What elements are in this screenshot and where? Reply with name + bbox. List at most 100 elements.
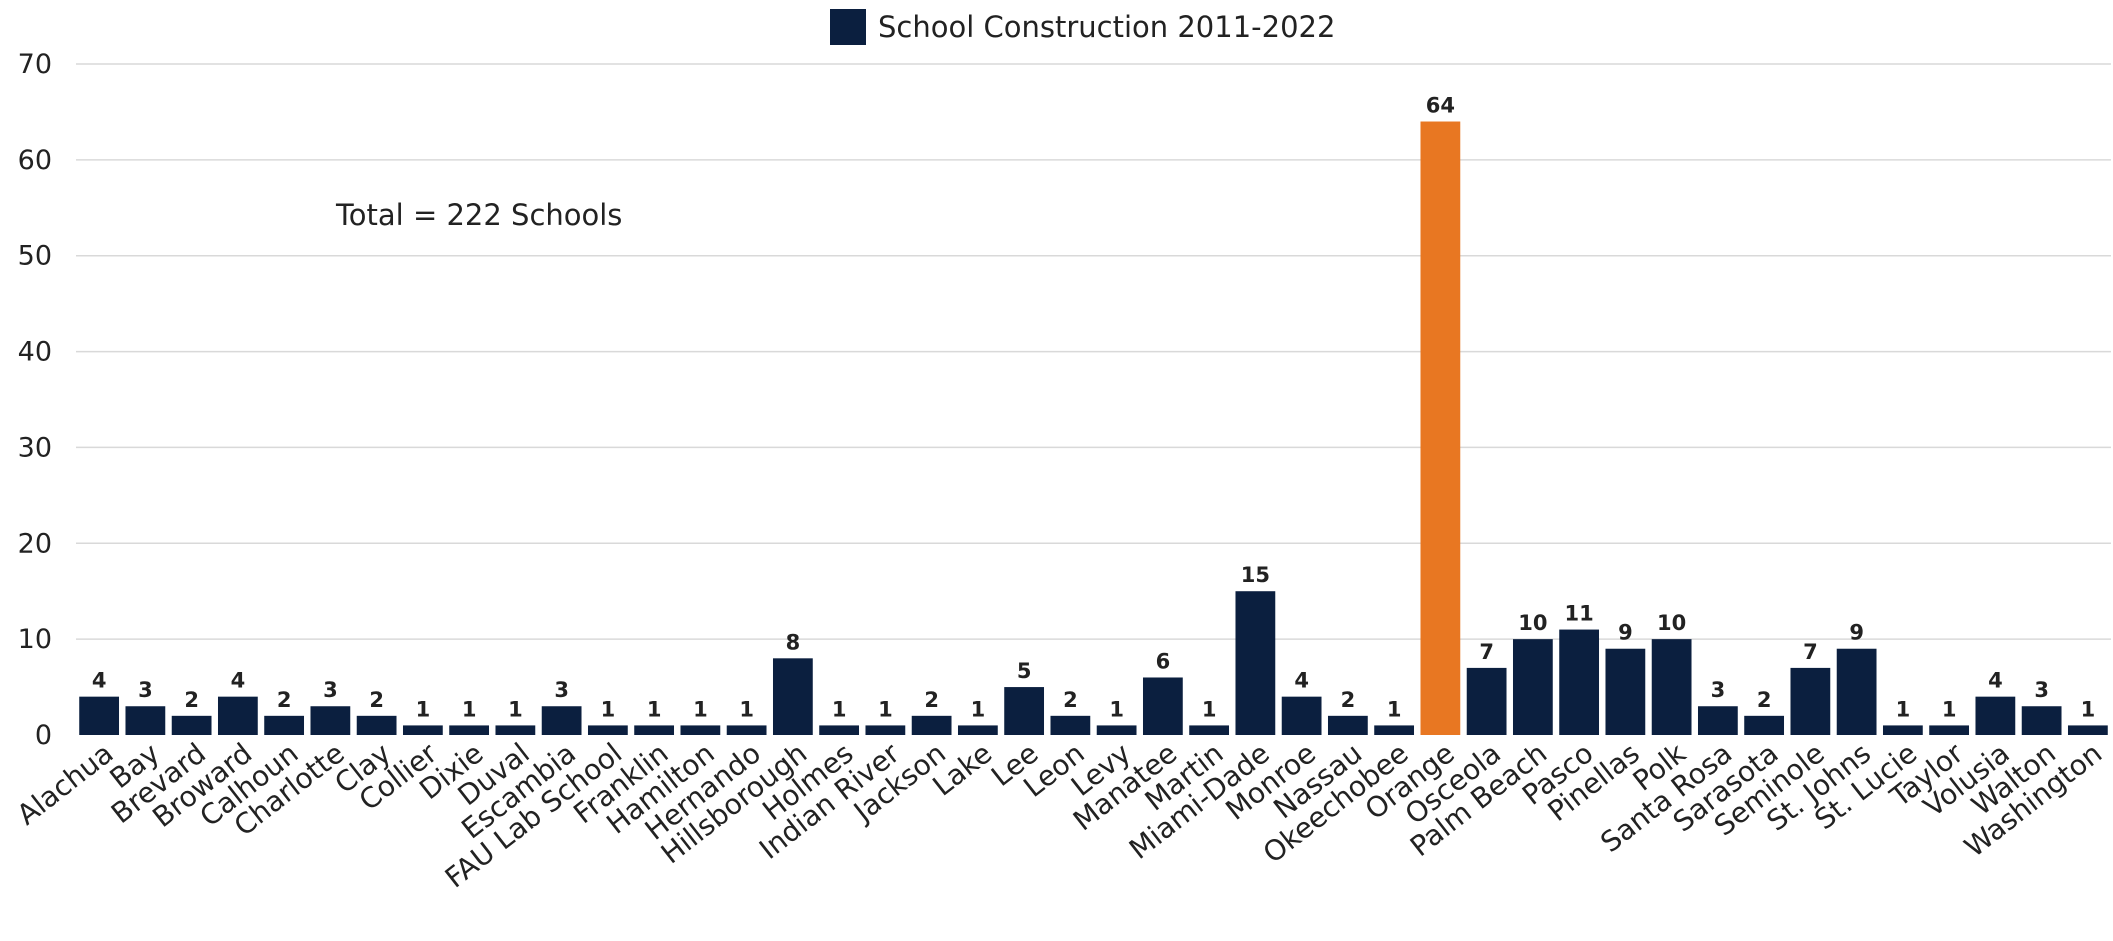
data-label: 1 (693, 697, 708, 721)
bar-alachua (79, 696, 120, 735)
bar-calhoun (264, 715, 305, 735)
x-tick-label: Alachua (11, 737, 120, 832)
bar-duval (495, 725, 536, 735)
bar-lee (1004, 687, 1045, 735)
bar-hamilton (680, 725, 721, 735)
data-label: 1 (971, 697, 986, 721)
bar-holmes (819, 725, 860, 735)
data-label: 11 (1565, 602, 1594, 626)
bar-broward (217, 696, 258, 735)
bar-sarasota (1744, 715, 1785, 735)
total-annotation: Total = 222 Schools (335, 198, 622, 232)
bar-charlotte (310, 706, 351, 735)
data-label: 2 (924, 688, 939, 712)
gridlines (76, 63, 2111, 640)
bar-volusia (1975, 696, 2016, 735)
data-label: 1 (601, 697, 616, 721)
data-label: 1 (832, 697, 847, 721)
bar-walton (2021, 706, 2062, 735)
y-tick-label: 0 (35, 720, 52, 751)
legend-swatch (830, 9, 866, 45)
bar-st-johns (1836, 648, 1877, 735)
data-label: 4 (1294, 669, 1309, 693)
bars (79, 121, 2108, 735)
data-label: 1 (2081, 697, 2096, 721)
data-label: 1 (508, 697, 523, 721)
data-label: 4 (1988, 669, 2003, 693)
bar-dixie (449, 725, 490, 735)
data-label: 2 (184, 688, 199, 712)
y-axis-tick-labels: 0 10 20 30 40 50 60 70 (18, 49, 52, 751)
data-label: 3 (323, 678, 338, 702)
bar-indian-river (865, 725, 906, 735)
y-tick-label: 50 (18, 241, 52, 272)
bar-taylor (1929, 725, 1970, 735)
bar-polk (1651, 639, 1692, 735)
bar-pasco (1559, 629, 1600, 735)
data-label: 10 (1518, 611, 1547, 635)
data-label: 15 (1241, 563, 1270, 587)
data-label: 1 (647, 697, 662, 721)
data-label: 3 (2034, 678, 2049, 702)
data-label: 1 (739, 697, 754, 721)
bar-miami-dade (1235, 591, 1276, 735)
data-label: 6 (1156, 649, 1171, 673)
bar-pinellas (1605, 648, 1646, 735)
data-label: 10 (1657, 611, 1686, 635)
bar-orange (1420, 121, 1461, 735)
y-tick-label: 60 (18, 145, 52, 176)
y-tick-label: 10 (18, 624, 52, 655)
data-label: 1 (1387, 697, 1402, 721)
bar-martin (1189, 725, 1230, 735)
data-label: 4 (92, 669, 107, 693)
legend-label: School Construction 2011-2022 (878, 10, 1335, 44)
y-tick-label: 40 (18, 337, 52, 368)
bar-hillsborough (772, 658, 813, 735)
bar-st-lucie (1882, 725, 1923, 735)
data-label: 5 (1017, 659, 1032, 683)
bar-fau-lab-school (587, 725, 628, 735)
data-label: 2 (1063, 688, 1078, 712)
bar-escambia (541, 706, 582, 735)
data-label: 1 (1942, 697, 1957, 721)
bar-clay (356, 715, 397, 735)
y-tick-label: 30 (18, 432, 52, 463)
bar-brevard (171, 715, 212, 735)
data-label: 1 (416, 697, 431, 721)
data-label: 8 (786, 630, 801, 654)
bar-seminole (1790, 667, 1831, 735)
bar-leon (1050, 715, 1091, 735)
data-label: 9 (1618, 621, 1633, 645)
data-label: 4 (231, 669, 246, 693)
bar-washington (2067, 725, 2108, 735)
bar-nassau (1327, 715, 1368, 735)
bar-palm-beach (1512, 639, 1553, 735)
data-label: 1 (1109, 697, 1124, 721)
bar-jackson (911, 715, 952, 735)
data-label: 1 (878, 697, 893, 721)
data-label: 3 (554, 678, 569, 702)
bar-levy (1096, 725, 1137, 735)
data-label: 7 (1479, 640, 1494, 664)
bar-manatee (1142, 677, 1183, 735)
bar-franklin (634, 725, 675, 735)
x-axis-category-labels: AlachuaBayBrevardBrowardCalhounCharlotte… (11, 736, 2108, 895)
bar-monroe (1281, 696, 1322, 735)
data-label: 1 (1202, 697, 1217, 721)
bar-osceola (1466, 667, 1507, 735)
data-label: 7 (1803, 640, 1818, 664)
bar-santa-rosa (1697, 706, 1738, 735)
y-tick-label: 70 (18, 49, 52, 80)
data-label: 2 (1757, 688, 1772, 712)
data-label: 2 (1341, 688, 1356, 712)
bar-okeechobee (1374, 725, 1415, 735)
data-label: 2 (277, 688, 292, 712)
data-label: 2 (369, 688, 384, 712)
bar-hernando (726, 725, 767, 735)
y-tick-label: 20 (18, 528, 52, 559)
legend: School Construction 2011-2022 (830, 9, 1335, 45)
data-label: 1 (1896, 697, 1911, 721)
bar-lake (957, 725, 998, 735)
